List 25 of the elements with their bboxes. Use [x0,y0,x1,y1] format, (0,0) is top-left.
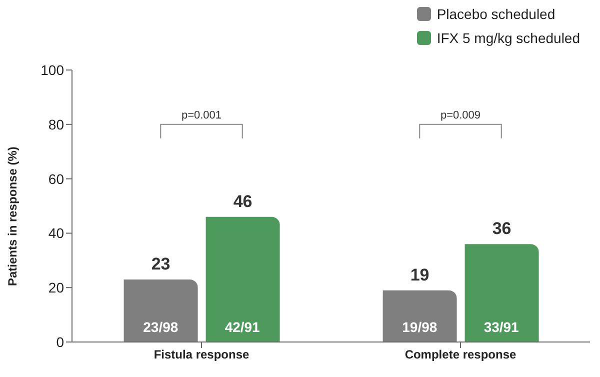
bar [124,279,198,342]
x-tick-label: Complete response [404,348,516,362]
annotation: 33/91 [484,319,520,335]
legend-label: Placebo scheduled [436,5,556,24]
bar [382,290,457,342]
data-label: 19 [410,265,430,284]
data-label: 23 [151,254,170,274]
annotation: 19/98 [402,319,438,335]
data-label: 36 [492,219,512,238]
y-tick-label: 100 [40,62,64,78]
x-tick-label: Fistula response [154,348,250,362]
annotation: p=0.001 [181,109,222,122]
data-label: 46 [233,192,252,211]
bar [206,216,280,342]
bar [464,244,539,342]
annotation: p=0.009 [440,109,481,122]
y-tick-label: 60 [48,170,64,187]
annotation: 23/98 [143,319,178,335]
legend-label: IFX 5 mg/kg scheduled [436,29,580,48]
y-tick-label: 40 [48,225,64,242]
y-tick-label: 0 [56,334,64,350]
y-axis-title: Patients in response (%) [5,146,20,286]
annotation: 42/91 [224,319,260,335]
y-tick-label: 20 [48,280,64,296]
y-tick-label: 80 [48,116,64,132]
